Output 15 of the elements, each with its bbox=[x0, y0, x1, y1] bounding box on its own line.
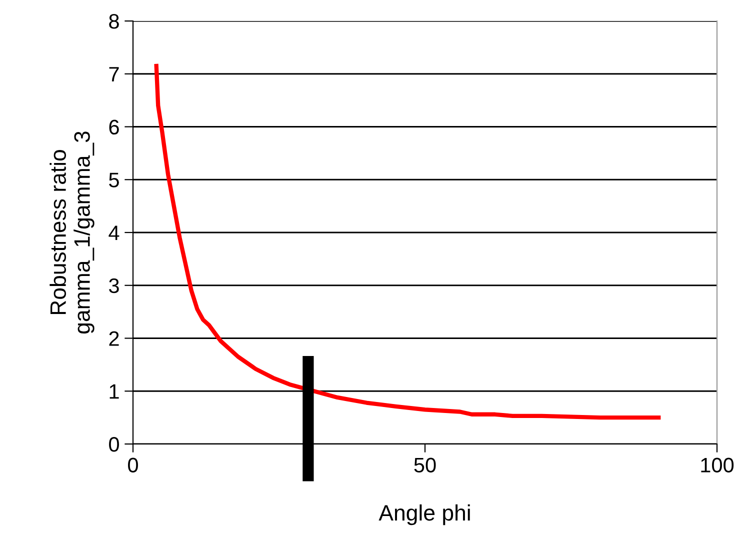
x-axis-title: Angle phi bbox=[378, 504, 470, 526]
line-series bbox=[154, 64, 661, 420]
y-tick-label: 8 bbox=[109, 14, 119, 29]
y-axis-title: Robustness ratio gamma_1/gamma_3 bbox=[50, 132, 94, 334]
x-tick-label: 50 bbox=[414, 458, 436, 472]
y-tick-label: 1 bbox=[110, 384, 119, 399]
y-tick-label: 4 bbox=[108, 226, 120, 240]
y-tick-label: 6 bbox=[109, 120, 119, 135]
y-tick-label: 5 bbox=[109, 172, 119, 188]
y-tick-label: 2 bbox=[109, 331, 119, 346]
y-tick-label: 3 bbox=[109, 278, 119, 294]
y-tick-label: 0 bbox=[109, 437, 119, 452]
x-tick-label: 0 bbox=[128, 458, 138, 472]
x-tick-label: 100 bbox=[701, 458, 734, 472]
y-tick-label: 7 bbox=[109, 67, 119, 82]
